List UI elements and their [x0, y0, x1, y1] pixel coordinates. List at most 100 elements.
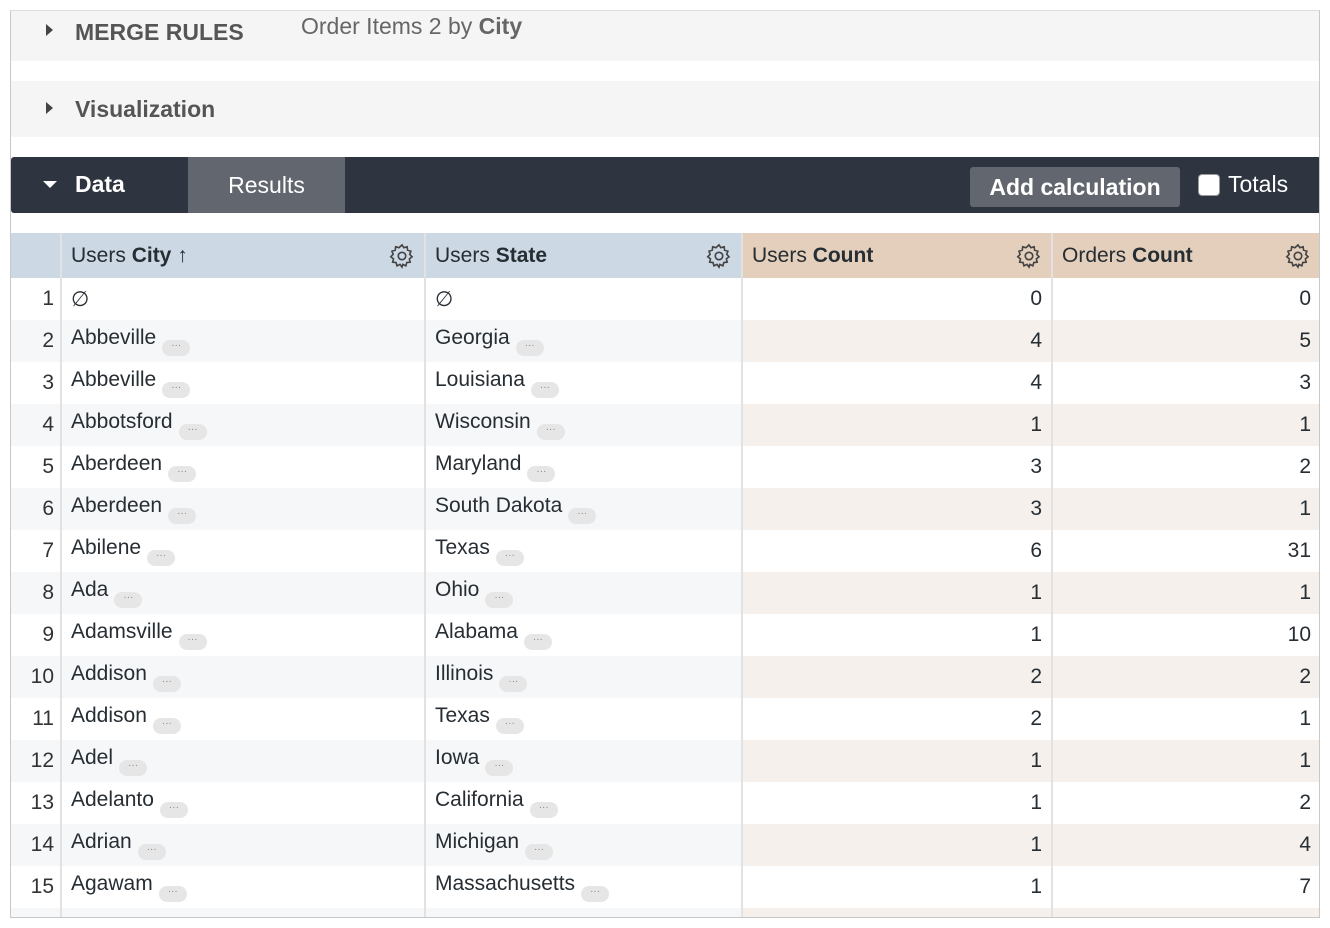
- cell-users-city[interactable]: Addison ···: [61, 656, 426, 698]
- cell-users-count[interactable]: 1: [742, 782, 1053, 824]
- cell-users-city[interactable]: ∅: [61, 278, 426, 320]
- merge-rules-panel[interactable]: MERGE RULES Order Items 2 by City: [11, 11, 1319, 61]
- cell-users-state[interactable]: ∅: [425, 278, 743, 320]
- totals-label[interactable]: Totals: [1228, 171, 1289, 197]
- more-options-icon[interactable]: ···: [568, 508, 597, 524]
- cell-users-city[interactable]: Adel ···: [61, 740, 426, 782]
- cell-users-city[interactable]: Abbeville ···: [61, 362, 426, 404]
- cell-orders-count[interactable]: 0: [1052, 278, 1319, 320]
- cell-users-city[interactable]: Aberdeen ···: [61, 446, 426, 488]
- column-label[interactable]: Orders Count: [1062, 243, 1193, 267]
- tab-data[interactable]: Data: [75, 171, 125, 197]
- more-options-icon[interactable]: ···: [178, 634, 207, 650]
- cell-users-count[interactable]: 0: [742, 278, 1053, 320]
- cell-users-city[interactable]: Adamsville ···: [61, 614, 426, 656]
- add-calculation-button[interactable]: Add calculation: [970, 167, 1180, 207]
- cell-orders-count[interactable]: 1: [1052, 740, 1319, 782]
- gear-icon[interactable]: [1015, 242, 1043, 270]
- gear-icon[interactable]: [1284, 242, 1312, 270]
- cell-orders-count[interactable]: 31: [1052, 530, 1319, 572]
- more-options-icon[interactable]: ···: [162, 382, 191, 398]
- cell-users-state[interactable]: Wisconsin ···: [425, 404, 743, 446]
- totals-checkbox[interactable]: [1198, 174, 1220, 196]
- cell-users-count[interactable]: 3: [742, 446, 1053, 488]
- cell-users-state[interactable]: Iowa ···: [425, 740, 743, 782]
- cell-orders-count[interactable]: 1: [1052, 404, 1319, 446]
- cell-users-count[interactable]: 1: [742, 824, 1053, 866]
- column-header-users-count[interactable]: Users Count: [742, 233, 1053, 278]
- visualization-label[interactable]: Visualization: [75, 96, 216, 122]
- column-label[interactable]: Users State: [435, 243, 548, 267]
- cell-users-state[interactable]: Georgia ···: [425, 320, 743, 362]
- cell-users-count[interactable]: 6: [742, 530, 1053, 572]
- more-options-icon[interactable]: ···: [485, 592, 514, 608]
- cell-users-city[interactable]: Aberdeen ···: [61, 488, 426, 530]
- cell-users-state[interactable]: Maryland ···: [425, 446, 743, 488]
- cell-users-city[interactable]: Ada ···: [61, 572, 426, 614]
- merge-rules-label[interactable]: MERGE RULES: [75, 19, 244, 45]
- cell-users-city[interactable]: Agawam ···: [61, 866, 426, 908]
- gear-icon[interactable]: [705, 242, 733, 270]
- more-options-icon[interactable]: ···: [536, 424, 565, 440]
- more-options-icon[interactable]: ···: [495, 718, 524, 734]
- cell-users-state[interactable]: Texas ···: [425, 698, 743, 740]
- tab-results[interactable]: Results: [188, 157, 345, 213]
- more-options-icon[interactable]: ···: [152, 718, 181, 734]
- more-options-icon[interactable]: ···: [168, 466, 197, 482]
- cell-users-state[interactable]: Massachusetts ···: [425, 866, 743, 908]
- cell-orders-count[interactable]: 2: [1052, 656, 1319, 698]
- caret-right-icon[interactable]: [46, 102, 53, 114]
- column-header-users-state[interactable]: Users State: [425, 233, 743, 278]
- cell-orders-count[interactable]: 10: [1052, 614, 1319, 656]
- more-options-icon[interactable]: ···: [527, 466, 556, 482]
- cell-orders-count[interactable]: 4: [1052, 824, 1319, 866]
- cell-users-city[interactable]: Addison ···: [61, 698, 426, 740]
- more-options-icon[interactable]: ···: [147, 550, 176, 566]
- cell-orders-count[interactable]: 7: [1052, 866, 1319, 908]
- more-options-icon[interactable]: ···: [581, 886, 610, 902]
- cell-users-state[interactable]: Texas ···: [425, 530, 743, 572]
- more-options-icon[interactable]: ···: [499, 676, 528, 692]
- cell-users-city[interactable]: Adrian ···: [61, 824, 426, 866]
- more-options-icon[interactable]: ···: [158, 886, 187, 902]
- cell-users-state[interactable]: Ohio ···: [425, 572, 743, 614]
- cell-users-count[interactable]: 2: [742, 656, 1053, 698]
- gear-icon[interactable]: [388, 242, 416, 270]
- cell-users-state[interactable]: Louisiana ···: [425, 362, 743, 404]
- more-options-icon[interactable]: ···: [525, 844, 554, 860]
- cell-users-count[interactable]: 1: [742, 866, 1053, 908]
- column-header-orders-count[interactable]: Orders Count: [1052, 233, 1319, 278]
- more-options-icon[interactable]: ···: [485, 760, 514, 776]
- cell-orders-count[interactable]: 1: [1052, 488, 1319, 530]
- more-options-icon[interactable]: ···: [114, 592, 143, 608]
- visualization-panel[interactable]: Visualization: [11, 81, 1319, 137]
- more-options-icon[interactable]: ···: [523, 634, 552, 650]
- cell-users-state[interactable]: South Dakota ···: [425, 488, 743, 530]
- more-options-icon[interactable]: ···: [168, 508, 197, 524]
- cell-orders-count[interactable]: 5: [1052, 320, 1319, 362]
- cell-users-count[interactable]: 1: [742, 404, 1053, 446]
- cell-orders-count[interactable]: 3: [1052, 362, 1319, 404]
- cell-orders-count[interactable]: 1: [1052, 572, 1319, 614]
- more-options-icon[interactable]: ···: [162, 340, 191, 356]
- more-options-icon[interactable]: ···: [152, 676, 181, 692]
- more-options-icon[interactable]: ···: [119, 760, 148, 776]
- more-options-icon[interactable]: ···: [159, 802, 188, 818]
- more-options-icon[interactable]: ···: [530, 382, 559, 398]
- cell-orders-count[interactable]: 2: [1052, 446, 1319, 488]
- cell-users-count[interactable]: 2: [742, 698, 1053, 740]
- caret-down-icon[interactable]: [43, 181, 57, 188]
- cell-users-count[interactable]: 1: [742, 572, 1053, 614]
- cell-users-count[interactable]: 3: [742, 488, 1053, 530]
- cell-users-city[interactable]: Abbotsford ···: [61, 404, 426, 446]
- column-header-users-city[interactable]: Users City ↑: [61, 233, 426, 278]
- cell-users-count[interactable]: 1: [742, 614, 1053, 656]
- cell-users-state[interactable]: Alabama ···: [425, 614, 743, 656]
- column-label[interactable]: Users City ↑: [71, 243, 188, 267]
- cell-orders-count[interactable]: 1: [1052, 698, 1319, 740]
- more-options-icon[interactable]: ···: [495, 550, 524, 566]
- cell-users-count[interactable]: 4: [742, 362, 1053, 404]
- column-label[interactable]: Users Count: [752, 243, 874, 267]
- caret-right-icon[interactable]: [46, 24, 53, 36]
- cell-users-city[interactable]: Adelanto ···: [61, 782, 426, 824]
